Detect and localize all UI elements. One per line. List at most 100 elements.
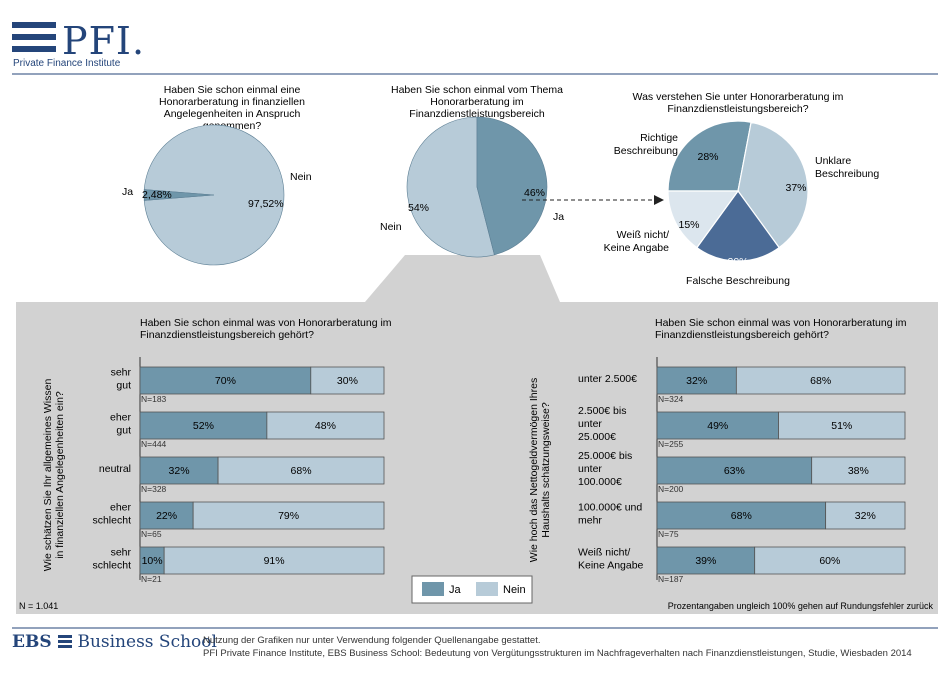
bar1-category-label: schlecht (92, 560, 131, 572)
bar1-n-label: N=444 (141, 439, 167, 449)
bar2-value-ja: 68% (731, 510, 752, 522)
bar1-bar-nein (192, 501, 385, 530)
legend-label-nein: Nein (503, 584, 526, 596)
bar1-bar-nein (217, 456, 385, 485)
bar1-category-label: gut (116, 425, 131, 437)
pie1-title: Haben Sie schon einmal eine (164, 84, 301, 96)
bar1-ylabel: Wie schätzen Sie Ihr allgemeines Wissen i… (42, 379, 66, 572)
pie3-label-weiss-nicht: Keine Angabe (604, 242, 670, 254)
pie2-title: Honorarberatung im (430, 96, 524, 108)
pie3-label-weiss-nicht: Weiß nicht/ (617, 229, 669, 241)
bar2-bar-nein (735, 366, 906, 395)
pie3-label-unklar: Beschreibung (815, 168, 879, 180)
bar1-bar-ja (139, 501, 194, 530)
bar2-bar-ja (656, 501, 827, 530)
ebs-logo-bold: EBS (12, 632, 52, 652)
pie2-title: Haben Sie schon einmal vom Thema (391, 84, 563, 96)
bar2-value-ja: 32% (686, 375, 707, 387)
ebs-logo-icon (57, 635, 72, 648)
bar2-category-label: Weiß nicht/ (578, 547, 630, 559)
pie1-slice-nein (143, 124, 285, 266)
bar2-n-label: N=324 (658, 394, 684, 404)
ebs-logo: EBS Business School (12, 632, 217, 652)
bar1-category-label: eher (110, 502, 132, 514)
bar1-value-ja: 52% (193, 420, 214, 432)
pie2-label-nein: Nein (380, 221, 402, 233)
bar2-n-label: N=187 (658, 574, 684, 584)
bar1-bar-nein (266, 411, 385, 440)
bar1-value-nein: 91% (264, 555, 285, 567)
bar2-value-nein: 51% (831, 420, 852, 432)
pie3-label-falsch: Falsche Beschreibung (686, 275, 790, 287)
bar1-title: Haben Sie schon einmal was von Honorarbe… (140, 317, 392, 329)
rounding-note: Prozentangaben ungleich 100% gehen auf R… (668, 601, 934, 611)
bar2-n-label: N=200 (658, 484, 684, 494)
bar1-bar-ja (139, 366, 312, 395)
bar1-category-label: eher (110, 412, 132, 424)
bar1-n-label: N=183 (141, 394, 167, 404)
bar2-value-ja: 49% (707, 420, 728, 432)
bar1-bar-nein (163, 546, 385, 575)
pie3-slice-weiss-nicht (667, 190, 740, 249)
pie3-label-richtig: Beschreibung (614, 145, 678, 157)
bar1-value-ja: 70% (215, 375, 236, 387)
ebs-logo-rest: Business School (77, 632, 217, 652)
bar1-category-label: sehr (111, 367, 132, 379)
bar2-category-label: unter (578, 463, 602, 475)
bar1-value-nein: 30% (337, 375, 358, 387)
bar1-bar-ja (139, 411, 268, 440)
bar1-category-label: neutral (99, 463, 131, 475)
pie1-title: Honorarberatung in finanziellen (159, 96, 305, 108)
bar2-value-nein: 32% (855, 510, 876, 522)
bar2-category-label: unter (578, 418, 602, 430)
bar2-category-label: 2.500€ bis (578, 405, 626, 417)
pfi-logo-icon (12, 22, 56, 52)
bar1-n-label: N=21 (141, 574, 162, 584)
pie2-value-ja: 46% (524, 187, 545, 199)
bar2-bar-nein (825, 501, 906, 530)
pie1-label-nein: Nein (290, 171, 312, 183)
bar1-value-ja: 22% (156, 510, 177, 522)
bar1-value-nein: 48% (315, 420, 336, 432)
bar1-ylabel-line: Wie schätzen Sie Ihr allgemeines Wissen (42, 379, 54, 572)
bar1-ylabel-line: in finanziellen Angelegenheiten ein? (54, 391, 66, 559)
bar1-value-ja: 32% (169, 465, 190, 477)
logo-subtitle: Private Finance Institute (13, 58, 121, 69)
bar2-ylabel: Wie hoch das Nettogeldvermögen Ihres Haus… (528, 378, 552, 562)
pie1-value-ja: 2,48% (142, 189, 172, 201)
bar2-value-ja: 39% (695, 555, 716, 567)
bar1-value-nein: 68% (291, 465, 312, 477)
bar2-bar-nein (811, 456, 906, 485)
bar2-category-label: unter 2.500€ (578, 373, 637, 385)
pie3-slice-richtig (667, 120, 752, 192)
bar2-category-label: 100.000€ und (578, 502, 642, 514)
pie3-value-unklar: 37% (785, 182, 806, 194)
bar2-bar-ja (656, 546, 756, 575)
pie2-slice-nein (406, 116, 495, 258)
pie3-value-falsch: 20% (727, 256, 748, 268)
bar2-n-label: N=75 (658, 529, 679, 539)
bar2-category-label: mehr (578, 515, 602, 527)
pie3-label-richtig: Richtige (640, 132, 678, 144)
legend-swatch-ja (422, 582, 444, 596)
bar2-value-nein: 38% (848, 465, 869, 477)
bar1-n-label: N=328 (141, 484, 167, 494)
footer-line-2: PFI Private Finance Institute, EBS Busin… (203, 648, 912, 659)
bar2-bar-ja (656, 411, 779, 440)
pie2-value-nein: 54% (408, 202, 429, 214)
bar2-bar-nein (778, 411, 906, 440)
pie3-slice-falsch (696, 189, 780, 262)
bar1-value-nein: 79% (278, 510, 299, 522)
bar1-title: Finanzdienstleistungsbereich gehört? (140, 329, 314, 341)
bar2-category-label: 100.000€ (578, 476, 622, 488)
bar2-bar-nein (754, 546, 906, 575)
bar1-n-label: N=65 (141, 529, 162, 539)
pie3-slice-unklar (737, 121, 809, 249)
pie2-slice-ja (476, 116, 548, 256)
bar1-value-ja: 10% (142, 555, 163, 567)
bar2-category-label: Keine Angabe (578, 560, 644, 572)
bar2-bar-ja (656, 366, 737, 395)
pie2-title: Finanzdienstleistungsbereich (409, 108, 545, 120)
pie3-title: Was verstehen Sie unter Honorarberatung … (633, 91, 844, 103)
n-total-note: N = 1.041 (19, 601, 58, 611)
